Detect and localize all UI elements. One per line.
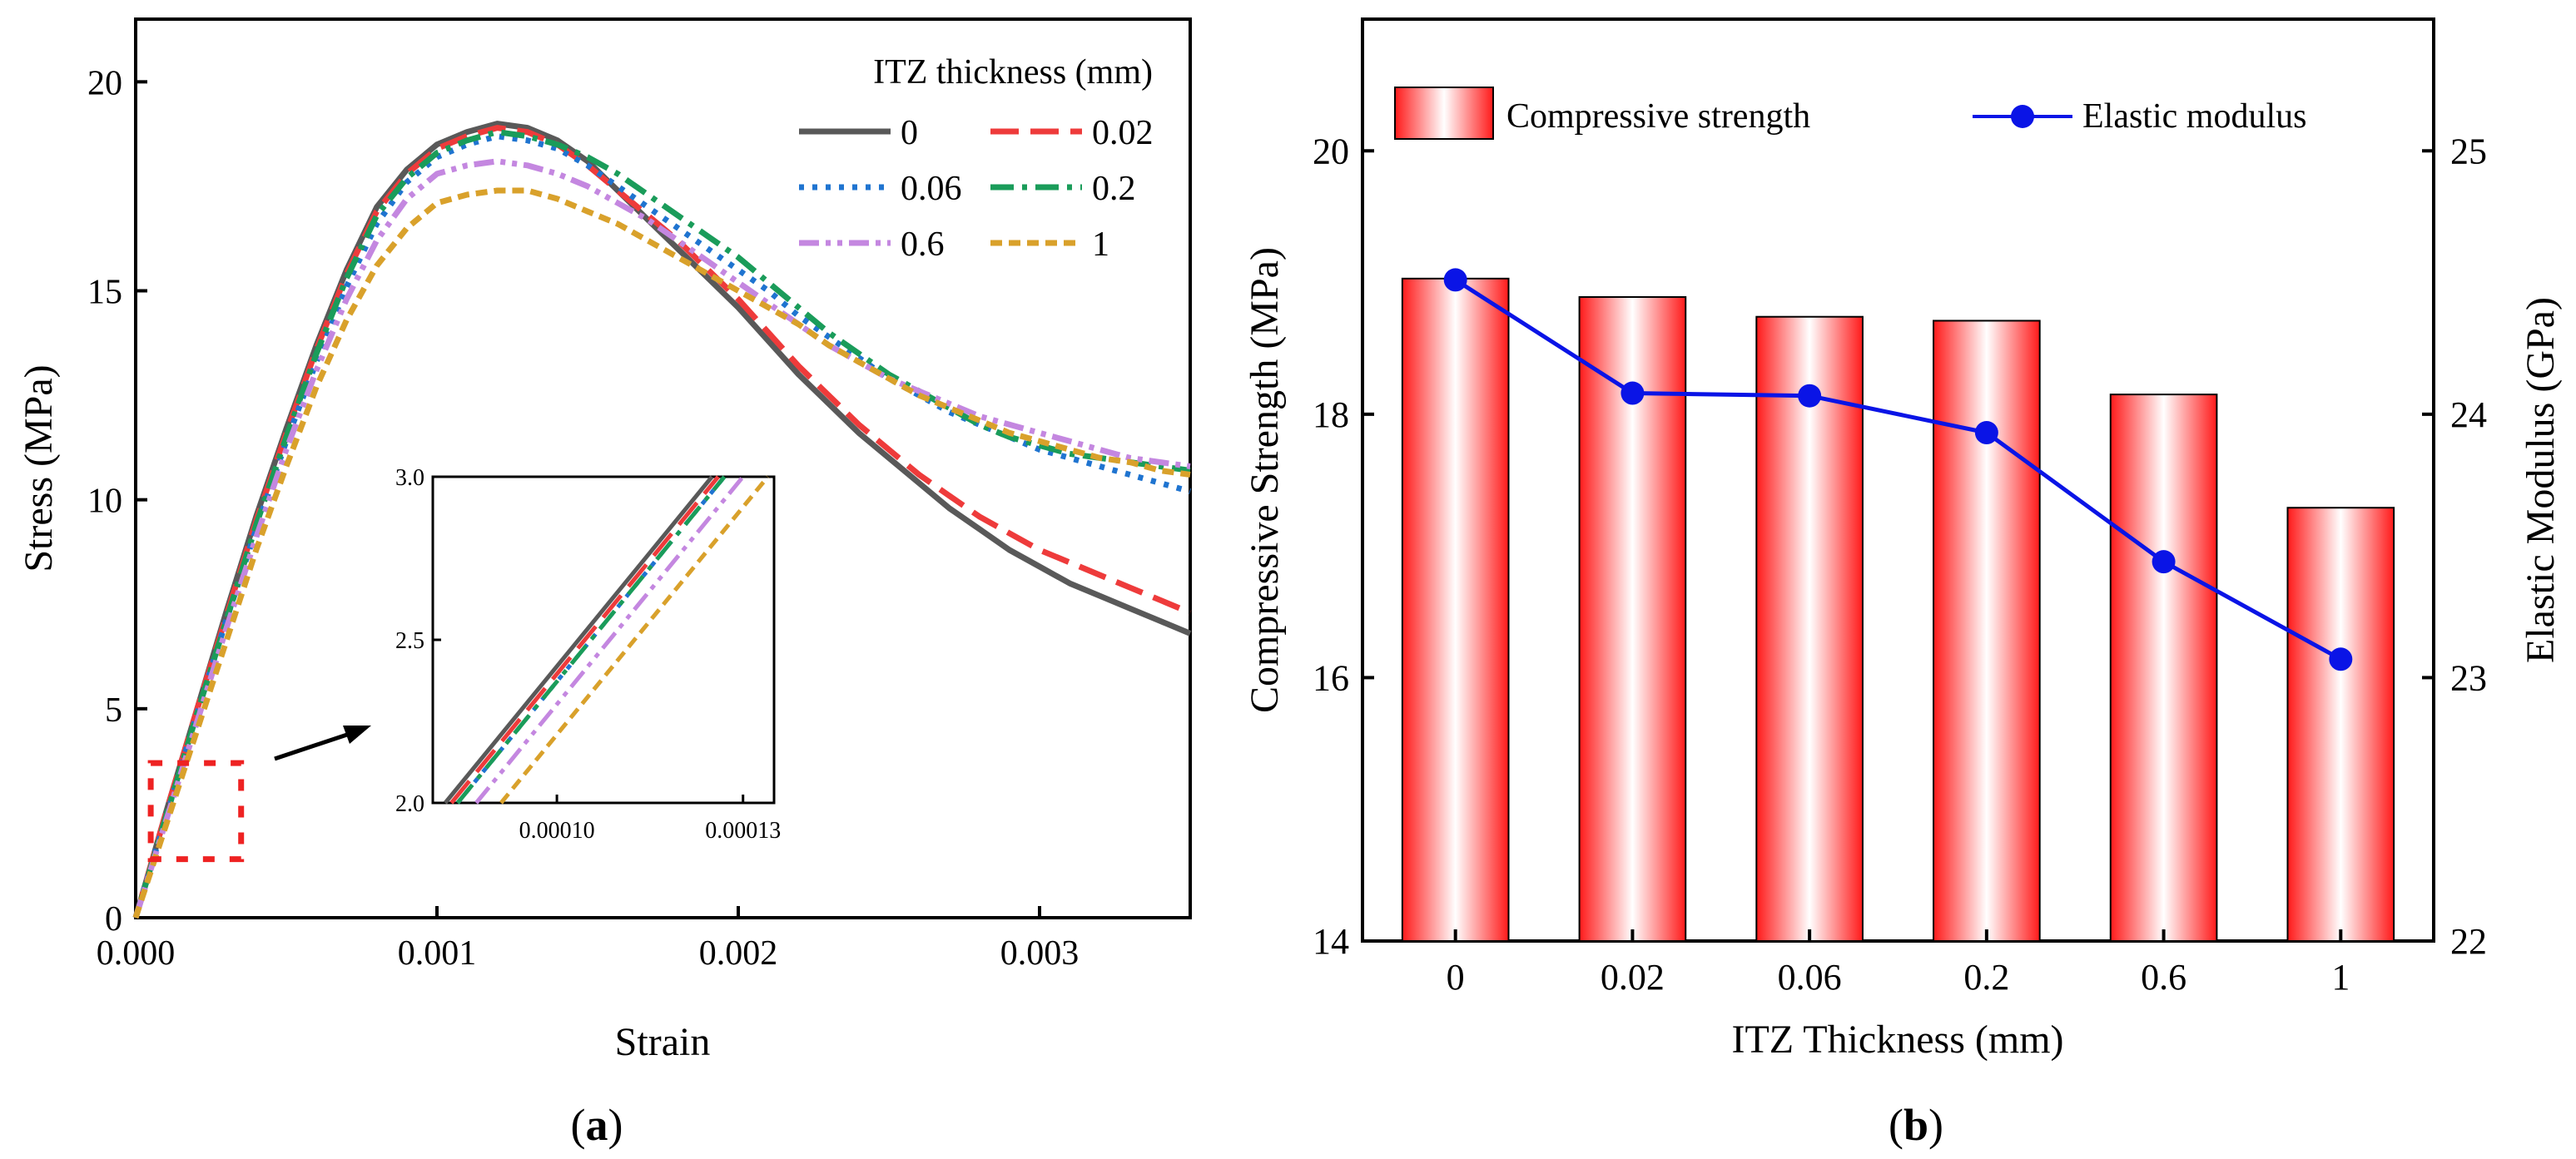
panel-label-a-close: ) [608, 1100, 623, 1150]
axis-ticks-b: 0 0.02 0.06 0.2 0.6 1 14 16 18 20 22 23 24 25 [1313, 131, 2487, 998]
modulus-point-0.06 [1798, 384, 1822, 408]
series-line-0.2 [132, 129, 1191, 919]
legend-label-1: 1 [1092, 225, 1109, 264]
legend-marker-modulus [2011, 105, 2034, 128]
panel-label-a: (a) [571, 1100, 623, 1150]
inset-line-0 [443, 475, 714, 805]
y-tick-label-a: 10 [87, 483, 122, 521]
y-tick-label-a: 20 [87, 64, 122, 102]
x-tick-label-b: 0.2 [1963, 957, 2009, 998]
x-tick-label-b: 0 [1447, 957, 1465, 998]
legend-label-0.2: 0.2 [1092, 170, 1136, 208]
legend-label-modulus: Elastic modulus [2082, 97, 2306, 136]
modulus-line [1443, 268, 2353, 671]
zoom-arrow [274, 731, 350, 761]
y2-tick-label-b: 23 [2450, 657, 2487, 698]
y-tick-label-a: 5 [105, 691, 122, 730]
inset-x-tick-label: 0.00013 [705, 818, 781, 844]
plot-frame-b [1361, 17, 2435, 943]
inset-line-0.2 [455, 475, 727, 805]
axis-ticks-a: 0.000 0.001 0.002 0.003 0 5 10 15 20 [87, 64, 1079, 973]
bar-0.6 [2109, 394, 2218, 943]
x-tick-label-b: 0.02 [1601, 957, 1665, 998]
zoom-rect [147, 760, 245, 863]
legend-b: Compressive strength Elastic modulus [1394, 87, 2306, 140]
legend-title-a: ITZ thickness (mm) [873, 53, 1153, 92]
inset-axis-ticks: 0.00010 0.00013 2.0 2.5 3.0 [395, 465, 781, 844]
y-tick-label-b: 18 [1313, 394, 1349, 435]
y-tick-label-a: 0 [105, 900, 122, 939]
inset-chart: 0.00010 0.00013 2.0 2.5 3.0 [395, 465, 781, 844]
x-axis-label-a: Strain [615, 1020, 711, 1064]
bar-0 [1401, 277, 1510, 942]
modulus-point-0.2 [1974, 421, 1998, 445]
modulus-point-0 [1443, 268, 1467, 292]
y-tick-label-b: 20 [1313, 131, 1349, 171]
y-axis-label-b: Compressive Strength (MPa) [1243, 247, 1287, 713]
legend-label-0.02: 0.02 [1092, 114, 1154, 152]
x-tick-label-a: 0.000 [97, 934, 176, 973]
legend-a: ITZ thickness (mm) 0 0.02 0.06 0.2 0.6 1 [799, 53, 1154, 264]
inset-line-0.02 [449, 475, 720, 805]
panel-b-chart: 0 0.02 0.06 0.2 0.6 1 14 16 18 20 22 23 24 25 ITZ Thi… [1243, 17, 2563, 1150]
x-tick-label-a: 0.002 [699, 934, 778, 973]
y-tick-label-b: 14 [1313, 921, 1349, 962]
inset-x-tick-label: 0.00010 [519, 818, 595, 844]
panel-label-b: (b) [1889, 1100, 1943, 1150]
series-line-0.6 [132, 158, 1191, 919]
modulus-point-0.6 [2152, 550, 2176, 574]
inset-line-0.6 [474, 475, 745, 805]
legend-label-strength: Compressive strength [1506, 97, 1810, 136]
bar-1 [2286, 507, 2395, 942]
zoom-arrow-head [343, 726, 371, 744]
bar-0.2 [1933, 319, 2041, 942]
stress-strain-lines [132, 121, 1192, 919]
bar-0.06 [1755, 315, 1864, 942]
legend-label-0: 0 [901, 114, 918, 152]
x-axis-label-b: ITZ Thickness (mm) [1731, 1018, 2063, 1062]
y2-tick-label-b: 25 [2450, 131, 2487, 171]
panel-label-a-letter: a [586, 1100, 608, 1150]
panel-label-a-open: ( [571, 1100, 586, 1150]
inset-y-tick-label: 2.0 [395, 791, 424, 817]
x-tick-label-b: 0.6 [2141, 957, 2186, 998]
panel-label-b-letter: b [1903, 1100, 1928, 1150]
modulus-polyline [1454, 278, 2342, 661]
y2-tick-label-b: 22 [2450, 921, 2487, 962]
x-tick-label-a: 0.003 [1000, 934, 1080, 973]
y-axis-label-a: Stress (MPa) [17, 364, 61, 572]
legend-label-0.06: 0.06 [901, 170, 962, 208]
y-tick-label-a: 15 [87, 274, 122, 312]
panel-label-b-close: ) [1928, 1100, 1943, 1150]
x-tick-label-b: 1 [2331, 957, 2350, 998]
legend-bar-swatch [1394, 87, 1494, 140]
inset-y-tick-label: 3.0 [395, 465, 424, 491]
legend-label-0.6: 0.6 [901, 225, 945, 264]
y2-tick-label-b: 24 [2450, 394, 2487, 435]
x-tick-label-b: 0.06 [1778, 957, 1842, 998]
modulus-point-1 [2329, 647, 2353, 671]
modulus-point-0.02 [1621, 381, 1645, 405]
inset-line-1 [499, 475, 770, 805]
inset-lines [443, 475, 770, 805]
zoom-region-box [147, 760, 245, 863]
y-tick-label-b: 16 [1313, 657, 1349, 698]
x-tick-label-a: 0.001 [398, 934, 477, 973]
inset-y-tick-label: 2.5 [395, 628, 424, 654]
panel-label-b-open: ( [1889, 1100, 1903, 1150]
y2-axis-label-b: Elastic Modulus (GPa) [2519, 297, 2563, 663]
